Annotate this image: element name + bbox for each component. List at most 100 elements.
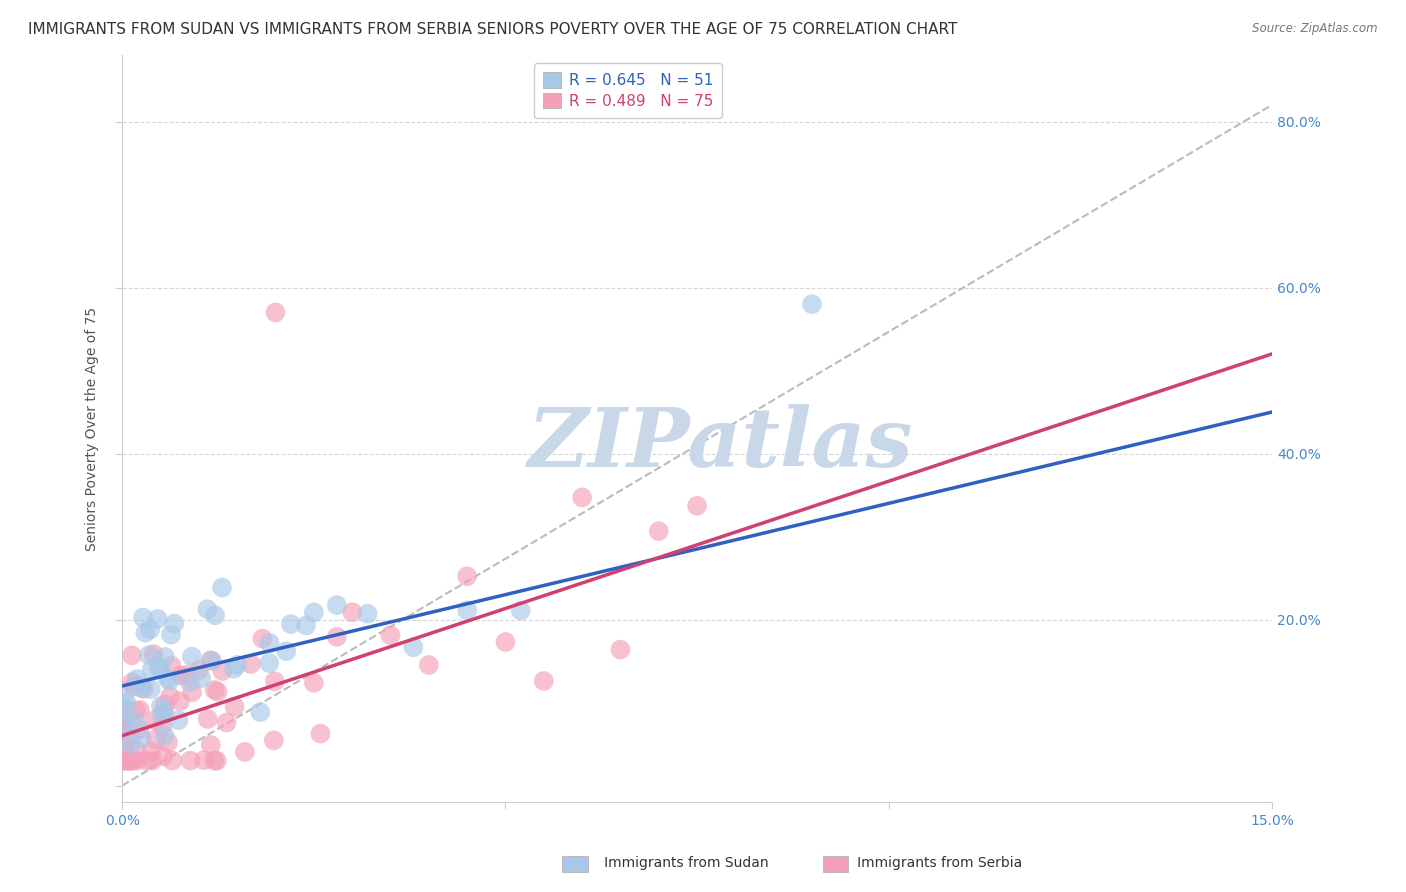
Point <box>204 683 226 698</box>
Point <box>179 754 201 768</box>
Point <box>118 754 141 768</box>
Point <box>160 628 183 642</box>
Point <box>163 616 186 631</box>
Point <box>495 635 517 649</box>
Point <box>201 654 224 668</box>
Point <box>153 698 176 712</box>
Point <box>125 672 148 686</box>
Point <box>571 491 593 505</box>
Point <box>162 754 184 768</box>
Point <box>263 674 285 689</box>
Point <box>141 745 163 759</box>
Text: IMMIGRANTS FROM SUDAN VS IMMIGRANTS FROM SERBIA SENIORS POVERTY OVER THE AGE OF : IMMIGRANTS FROM SUDAN VS IMMIGRANTS FROM… <box>28 22 957 37</box>
Point <box>197 712 219 726</box>
Point <box>190 671 212 685</box>
Point <box>418 658 440 673</box>
Point <box>170 668 193 682</box>
Point <box>211 581 233 595</box>
Point <box>160 658 183 673</box>
Point <box>193 753 215 767</box>
Point <box>141 663 163 677</box>
Point <box>150 708 173 723</box>
Point <box>152 704 174 718</box>
Point <box>648 524 671 538</box>
Point <box>239 657 262 671</box>
Point <box>202 754 225 768</box>
Point <box>295 618 318 632</box>
Point <box>533 673 555 688</box>
Point <box>226 657 249 672</box>
Point <box>153 649 176 664</box>
Point <box>125 744 148 758</box>
Point <box>187 663 209 677</box>
Point <box>402 640 425 655</box>
Point <box>157 735 180 749</box>
Point <box>259 656 281 670</box>
Point <box>115 703 138 717</box>
Point <box>132 681 155 696</box>
Point <box>195 602 218 616</box>
Point <box>142 647 165 661</box>
Point <box>128 723 150 737</box>
Point <box>200 653 222 667</box>
Point <box>141 754 163 768</box>
Legend: R = 0.645   N = 51, R = 0.489   N = 75: R = 0.645 N = 51, R = 0.489 N = 75 <box>534 62 723 118</box>
Point <box>156 672 179 686</box>
Point <box>259 636 281 650</box>
Point <box>118 754 141 768</box>
Point <box>121 754 143 768</box>
Point <box>135 754 157 768</box>
Point <box>174 668 197 682</box>
Point <box>115 718 138 732</box>
Point <box>111 716 134 731</box>
Point <box>179 675 201 690</box>
Point <box>204 608 226 623</box>
Point <box>249 705 271 719</box>
Text: Immigrants from Sudan: Immigrants from Sudan <box>591 855 768 870</box>
Point <box>801 297 824 311</box>
Point <box>222 662 245 676</box>
Point <box>609 642 631 657</box>
Point <box>356 607 378 621</box>
Point <box>115 695 138 709</box>
Point <box>159 690 181 704</box>
Point <box>211 664 233 678</box>
Point <box>145 732 167 747</box>
Point <box>111 713 134 727</box>
Point <box>114 749 136 764</box>
Point <box>456 603 478 617</box>
Point <box>233 745 256 759</box>
Point <box>121 648 143 663</box>
Point <box>167 713 190 727</box>
Point <box>215 715 238 730</box>
Point <box>129 703 152 717</box>
Point <box>264 305 287 319</box>
Point <box>380 628 402 642</box>
Point <box>143 713 166 727</box>
Point <box>134 625 156 640</box>
Point <box>139 623 162 637</box>
Point <box>280 617 302 632</box>
Point <box>340 605 363 619</box>
Point <box>686 499 709 513</box>
Point <box>138 648 160 662</box>
Point <box>302 606 325 620</box>
Point <box>112 689 135 703</box>
Point <box>200 738 222 752</box>
Point <box>125 715 148 730</box>
Point <box>132 610 155 624</box>
Point <box>148 659 170 673</box>
Point <box>127 678 149 692</box>
Text: Source: ZipAtlas.com: Source: ZipAtlas.com <box>1253 22 1378 36</box>
Point <box>153 706 176 720</box>
Point <box>456 569 478 583</box>
Point <box>181 649 204 664</box>
Point <box>112 739 135 754</box>
Point <box>326 598 349 612</box>
Point <box>169 694 191 708</box>
Point <box>148 662 170 676</box>
Point <box>125 754 148 768</box>
Point <box>153 729 176 743</box>
Point <box>509 604 531 618</box>
Point <box>207 684 229 698</box>
